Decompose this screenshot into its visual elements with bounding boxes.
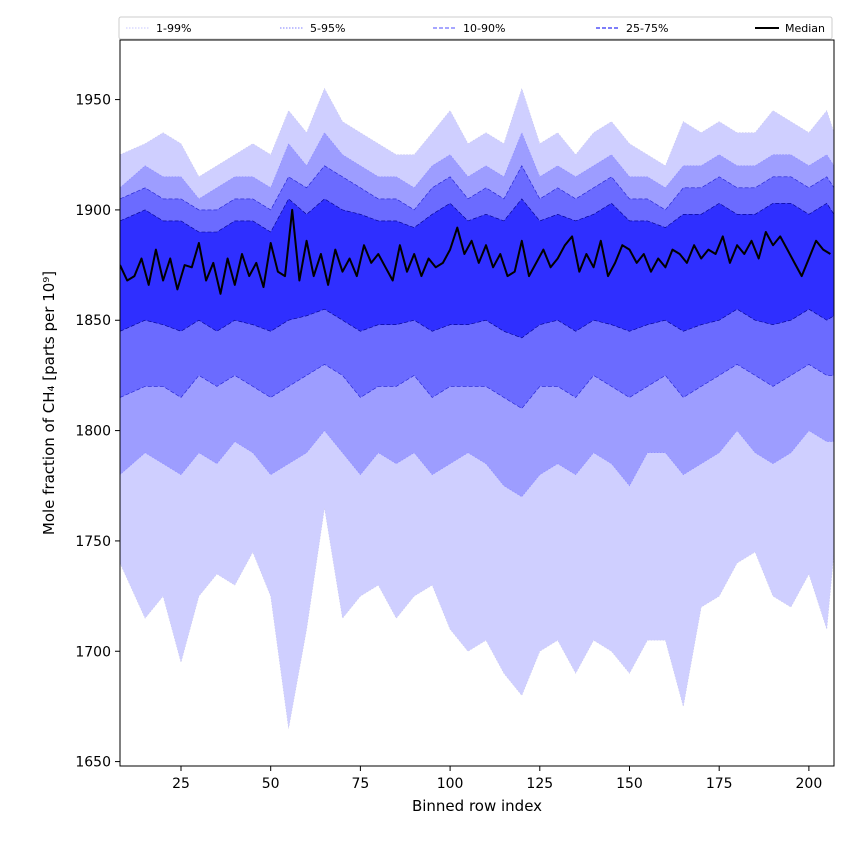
y-tick-label: 1900 (75, 203, 111, 219)
tick-marks: 25 50 75 100 125 150 175 200 1650 1700 1750 1800 185… (75, 93, 822, 792)
y-tick-label: 1950 (75, 93, 111, 109)
legend-label-5-95%: 5-95% (310, 22, 345, 35)
y-axis-label: Mole fraction of CH₄ [parts per 10⁹] (40, 271, 58, 535)
y-tick-label: 1850 (75, 313, 111, 329)
x-tick-label: 100 (437, 776, 464, 792)
legend-label-1-99%: 1-99% (156, 22, 191, 35)
y-tick-label: 1750 (75, 534, 111, 550)
x-axis-label: Binned row index (412, 797, 542, 815)
legend-label-10-90%: 10-90% (463, 22, 505, 35)
band-25-75% (120, 198, 834, 339)
x-tick-label: 75 (351, 776, 369, 792)
x-tick-label: 150 (616, 776, 643, 792)
legend-label-25-75%: 25-75% (626, 22, 668, 35)
series-line-median (120, 208, 831, 295)
x-tick-label: 125 (526, 776, 553, 792)
percentile-bands (120, 87, 834, 729)
y-tick-label: 1800 (75, 424, 111, 440)
legend-frame (118, 16, 833, 40)
axes (119, 39, 835, 767)
x-tick-label: 200 (796, 776, 823, 792)
y-tick-label: 1700 (75, 644, 111, 660)
y-tick-label: 1650 (75, 755, 111, 771)
median-series (120, 208, 831, 295)
x-tick-label: 175 (706, 776, 733, 792)
legend: 1-99% 5-95% 10-90% 25-75% Median (118, 16, 833, 40)
plot-frame (119, 39, 835, 767)
x-tick-label: 50 (262, 776, 280, 792)
x-tick-label: 25 (172, 776, 190, 792)
legend-label-Median: Median (785, 22, 825, 35)
